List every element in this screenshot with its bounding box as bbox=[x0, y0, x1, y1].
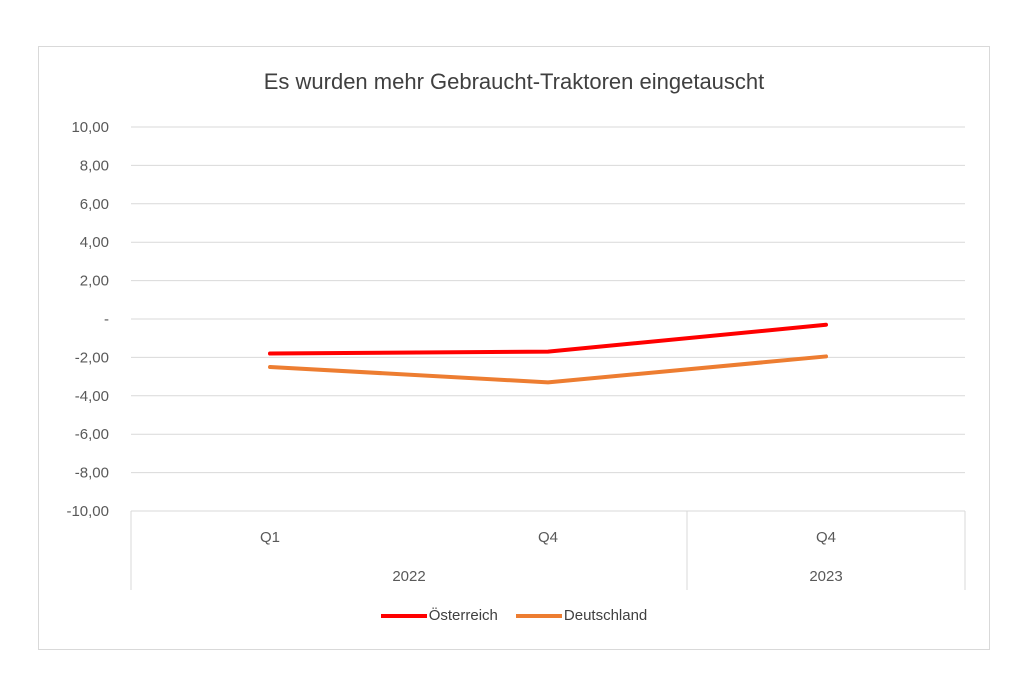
x-tick-label: Q4 bbox=[816, 529, 836, 546]
y-tick-label: - bbox=[104, 311, 109, 328]
y-tick-label: 6,00 bbox=[80, 196, 109, 213]
chart-frame: Es wurden mehr Gebraucht-Traktoren einge… bbox=[38, 46, 990, 650]
legend-swatch bbox=[515, 613, 562, 618]
y-tick-label: 10,00 bbox=[71, 119, 109, 136]
y-tick-label: -4,00 bbox=[75, 388, 109, 405]
y-tick-label: 4,00 bbox=[80, 234, 109, 251]
series-line bbox=[268, 322, 828, 356]
y-tick-label: -8,00 bbox=[75, 465, 109, 482]
y-tick-label: -6,00 bbox=[75, 426, 109, 443]
group-label: 2023 bbox=[809, 568, 842, 585]
legend-item: Deutschland bbox=[515, 607, 648, 624]
chart-title: Es wurden mehr Gebraucht-Traktoren einge… bbox=[263, 69, 765, 94]
series-line bbox=[268, 354, 828, 385]
legend-label: Deutschland bbox=[563, 607, 648, 624]
y-tick-label: -2,00 bbox=[75, 349, 109, 366]
legend-swatch bbox=[380, 613, 427, 618]
plot-area: 10,00 8,00 6,00 4,00 2,00 - -2,00 -4,00 -6,00 -8,… bbox=[66, 119, 966, 590]
group-label: 2022 bbox=[392, 568, 425, 585]
legend: Österreich Deutschland bbox=[39, 607, 989, 624]
y-tick-label: 2,00 bbox=[80, 273, 109, 290]
x-tick-label: Q1 bbox=[260, 529, 280, 546]
x-tick-label: Q4 bbox=[538, 529, 558, 546]
legend-item: Österreich bbox=[380, 607, 498, 624]
y-tick-label: -10,00 bbox=[66, 503, 109, 520]
legend-label: Österreich bbox=[428, 607, 498, 624]
y-tick-label: 8,00 bbox=[80, 157, 109, 174]
